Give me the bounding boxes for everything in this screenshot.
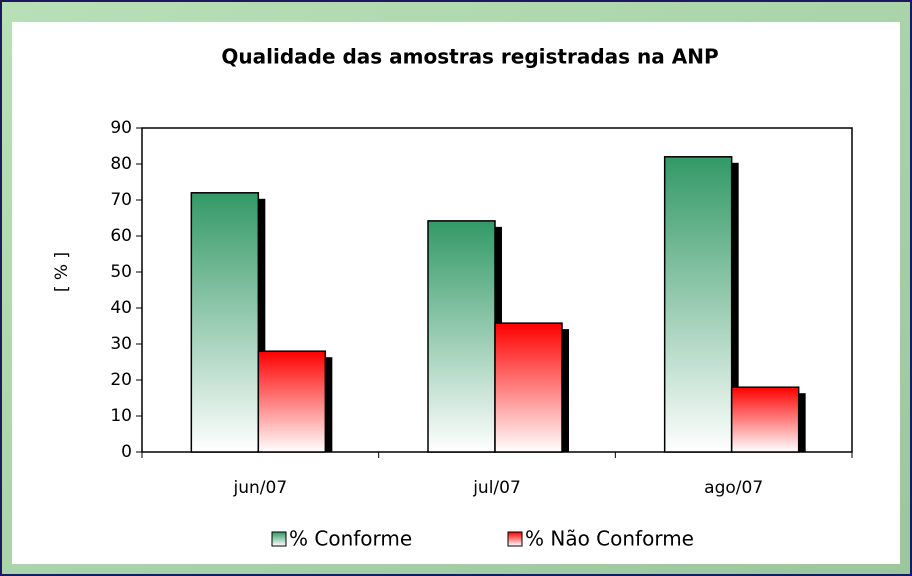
legend-swatch <box>271 531 287 547</box>
bar-shadow <box>731 162 739 453</box>
legend-label: % Não Conforme <box>525 527 694 551</box>
y-tick-label: 50 <box>110 262 132 282</box>
y-tick-label: 60 <box>110 226 132 246</box>
legend-swatch <box>507 531 523 547</box>
bar-shadow <box>562 329 569 452</box>
bar <box>730 386 800 453</box>
y-tick-label: 90 <box>110 118 132 138</box>
x-tick-label: ago/07 <box>704 478 763 498</box>
legend-label: % Conforme <box>289 527 412 551</box>
bar-shadow <box>325 357 333 452</box>
y-tick-label: 20 <box>110 370 132 390</box>
bar <box>190 192 260 453</box>
bar <box>427 220 496 453</box>
y-tick-label: 30 <box>110 334 132 354</box>
y-tick-label: 40 <box>110 298 132 318</box>
y-tick-label: 70 <box>110 190 132 210</box>
y-tick-label: 10 <box>110 406 132 426</box>
chart-title: Qualidade das amostras registradas na AN… <box>221 45 718 69</box>
bar <box>663 156 733 453</box>
y-axis-label: [ % ] <box>52 252 72 292</box>
x-tick-label: jul/07 <box>472 478 521 498</box>
bar <box>257 350 327 453</box>
x-tick-label: jun/07 <box>233 478 288 498</box>
bar <box>494 322 563 453</box>
y-tick-label: 0 <box>121 442 132 462</box>
y-tick-label: 80 <box>110 154 132 174</box>
bar-shadow <box>258 198 266 452</box>
bar-shadow <box>798 393 806 452</box>
